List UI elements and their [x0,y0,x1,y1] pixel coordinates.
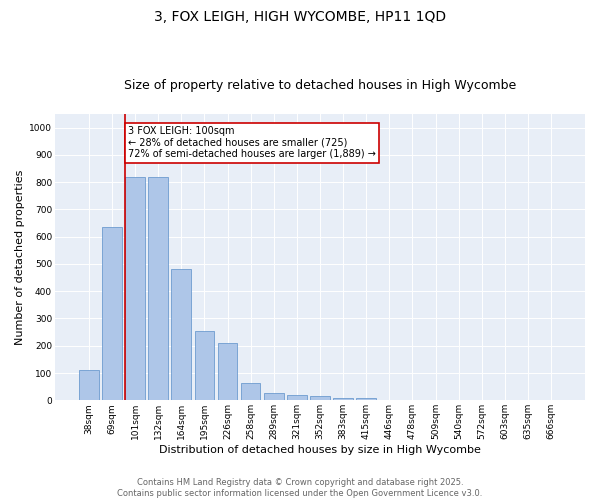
Text: Contains HM Land Registry data © Crown copyright and database right 2025.
Contai: Contains HM Land Registry data © Crown c… [118,478,482,498]
Bar [287,395,307,400]
Bar [241,382,260,400]
X-axis label: Distribution of detached houses by size in High Wycombe: Distribution of detached houses by size … [159,445,481,455]
Bar [125,176,145,400]
Bar [79,370,98,400]
Bar [194,331,214,400]
Bar [264,392,284,400]
Text: 3 FOX LEIGH: 100sqm
← 28% of detached houses are smaller (725)
72% of semi-detac: 3 FOX LEIGH: 100sqm ← 28% of detached ho… [128,126,376,160]
Bar [333,398,353,400]
Bar [356,398,376,400]
Bar [102,227,122,400]
Bar [218,343,238,400]
Text: 3, FOX LEIGH, HIGH WYCOMBE, HP11 1QD: 3, FOX LEIGH, HIGH WYCOMBE, HP11 1QD [154,10,446,24]
Title: Size of property relative to detached houses in High Wycombe: Size of property relative to detached ho… [124,79,516,92]
Y-axis label: Number of detached properties: Number of detached properties [15,170,25,345]
Bar [310,396,330,400]
Bar [148,176,168,400]
Bar [172,270,191,400]
